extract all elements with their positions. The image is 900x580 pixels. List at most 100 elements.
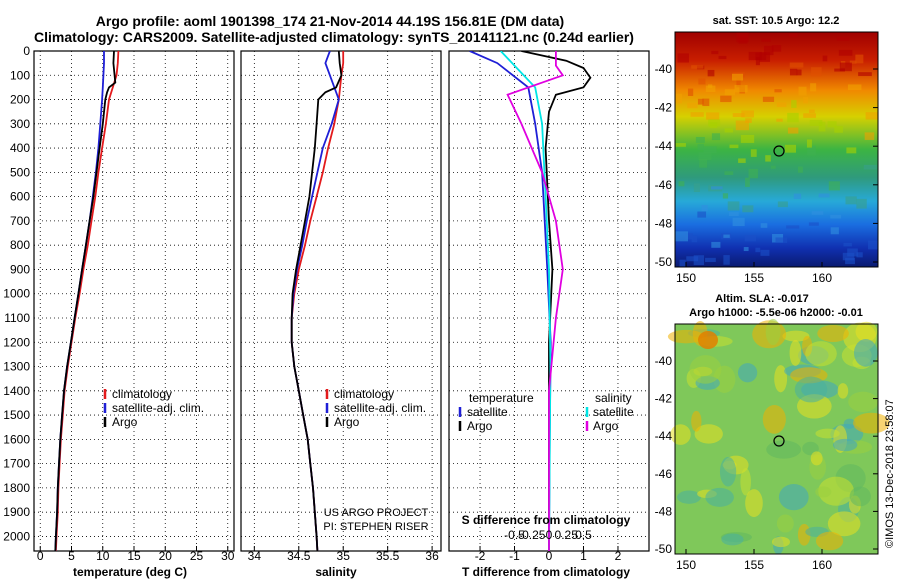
- latitude-tick-label: -42: [655, 392, 673, 406]
- sst-texture-cell: [838, 49, 853, 56]
- legend-title-salinity: salinity: [595, 391, 632, 405]
- sst-texture-cell: [858, 72, 872, 77]
- x-tick-label: -1: [509, 549, 520, 563]
- x-tick-label: 2: [615, 549, 622, 563]
- sla-texture-cell: [827, 511, 861, 537]
- x-tick-label: -2: [475, 549, 486, 563]
- sst-texture-cell: [818, 193, 830, 198]
- sst-texture-cell: [685, 233, 693, 240]
- sst-texture-cell: [691, 235, 698, 243]
- sst-texture-cell: [698, 78, 706, 85]
- sst-map-title: sat. SST: 10.5 Argo: 12.2: [713, 15, 840, 27]
- latitude-tick-label: -40: [655, 354, 673, 368]
- sst-texture-cell: [711, 241, 721, 248]
- sst-texture-cell: [699, 158, 708, 168]
- sst-texture-cell: [827, 121, 837, 128]
- sst-texture-cell: [741, 110, 754, 118]
- depth-tick-label: 400: [10, 141, 30, 155]
- sst-texture-cell: [748, 51, 762, 61]
- depth-tick-label: 100: [10, 68, 30, 82]
- sst-texture-cell: [776, 118, 783, 122]
- sla-texture-cell: [782, 330, 810, 342]
- sst-texture-cell: [789, 62, 804, 68]
- sst-texture-cell: [755, 247, 761, 253]
- x-tick-label: 20: [159, 549, 173, 563]
- sst-texture-cell: [748, 168, 758, 179]
- sst-texture-cell: [695, 136, 705, 143]
- sla-texture-cell: [815, 531, 844, 551]
- sst-texture-cell: [687, 88, 694, 96]
- depth-tick-label: 700: [10, 214, 30, 228]
- sst-texture-cell: [770, 165, 776, 169]
- legend-entry: Argo: [467, 419, 493, 433]
- sla-texture-cell: [689, 355, 722, 384]
- sst-texture-cell: [855, 54, 864, 64]
- sst-texture-cell: [705, 85, 716, 93]
- sla-texture-cell: [698, 331, 718, 349]
- sla-map-title-line1: Altim. SLA: -0.017: [715, 293, 809, 305]
- x-tick-label: 25: [190, 549, 204, 563]
- sla-texture-cell: [832, 438, 858, 452]
- temperature-x-axis: 0 5 10 15 20 25 30: [37, 546, 235, 563]
- sla-texture-cell: [810, 451, 823, 466]
- temperature-xlabel: temperature (deg C): [73, 565, 187, 579]
- sst-texture-cell: [724, 128, 734, 133]
- sst-texture-cell: [705, 257, 716, 263]
- sst-texture-cell: [822, 55, 828, 62]
- salinity-plot-frame: [240, 50, 442, 552]
- sst-texture-cell: [771, 44, 782, 52]
- difference-profiles: [469, 51, 592, 551]
- sst-texture-cell: [690, 112, 704, 117]
- series-line-salinity-argo: [506, 51, 565, 551]
- sst-texture-cell: [765, 155, 771, 162]
- depth-tick-label: 1400: [3, 384, 30, 398]
- sst-texture-cell: [863, 164, 877, 170]
- legend-entry: Argo: [593, 419, 619, 433]
- sst-texture-cell: [796, 69, 802, 76]
- sla-texture-cell: [815, 486, 832, 498]
- depth-tick-label: 1300: [3, 360, 30, 374]
- sst-texture-cell: [735, 120, 749, 131]
- series-line-climatology: [55, 51, 120, 551]
- sst-texture-cell: [834, 68, 845, 72]
- sla-texture-cell: [745, 489, 763, 518]
- sla-texture-cell: [765, 318, 781, 346]
- sst-map-frame: [674, 31, 879, 268]
- sla-texture-cell: [776, 514, 794, 533]
- credit-project: US ARGO PROJECT: [324, 507, 429, 519]
- depth-tick-label: 1600: [3, 432, 30, 446]
- series-line-argo: [54, 51, 117, 551]
- sla-texture-cell: [691, 410, 702, 432]
- sst-texture-cell: [868, 240, 879, 250]
- sst-texture-cell: [828, 181, 840, 191]
- depth-tick-label: 800: [10, 238, 30, 252]
- sst-texture-cell: [775, 237, 788, 243]
- sla-texture-cell: [848, 391, 878, 412]
- legend-entry: satellite-adj. clim.: [334, 401, 426, 415]
- series-line-satellite-adj-clim-: [54, 51, 105, 551]
- sla-texture-cell: [705, 487, 734, 507]
- longitude-tick-label: 150: [676, 271, 696, 285]
- depth-tick-label: 300: [10, 117, 30, 131]
- sst-texture-cell: [755, 56, 760, 66]
- legend-entry: Argo: [334, 415, 360, 429]
- sla-texture-cell: [740, 468, 751, 496]
- sst-texture-cell: [677, 53, 689, 63]
- sst-texture-cell: [697, 98, 704, 105]
- sst-texture-cell: [845, 196, 857, 205]
- sst-texture-cell: [806, 139, 812, 148]
- temperature-grid: [34, 50, 234, 551]
- sst-texture-cell: [686, 256, 699, 262]
- sst-texture-cell: [787, 112, 799, 123]
- sla-texture-cell: [818, 476, 855, 506]
- sst-texture-cell: [846, 147, 857, 154]
- sst-texture-cell: [784, 144, 796, 153]
- sla-texture-cell: [771, 536, 790, 548]
- sst-texture-cell: [678, 181, 685, 187]
- sst-texture-cell: [839, 62, 852, 72]
- sla-map-frame: [674, 323, 879, 555]
- sla-texture-cell: [778, 483, 809, 511]
- sst-texture-cell: [707, 84, 713, 88]
- series-line-salinity-satellite: [500, 51, 552, 551]
- sst-texture-cell: [711, 133, 721, 141]
